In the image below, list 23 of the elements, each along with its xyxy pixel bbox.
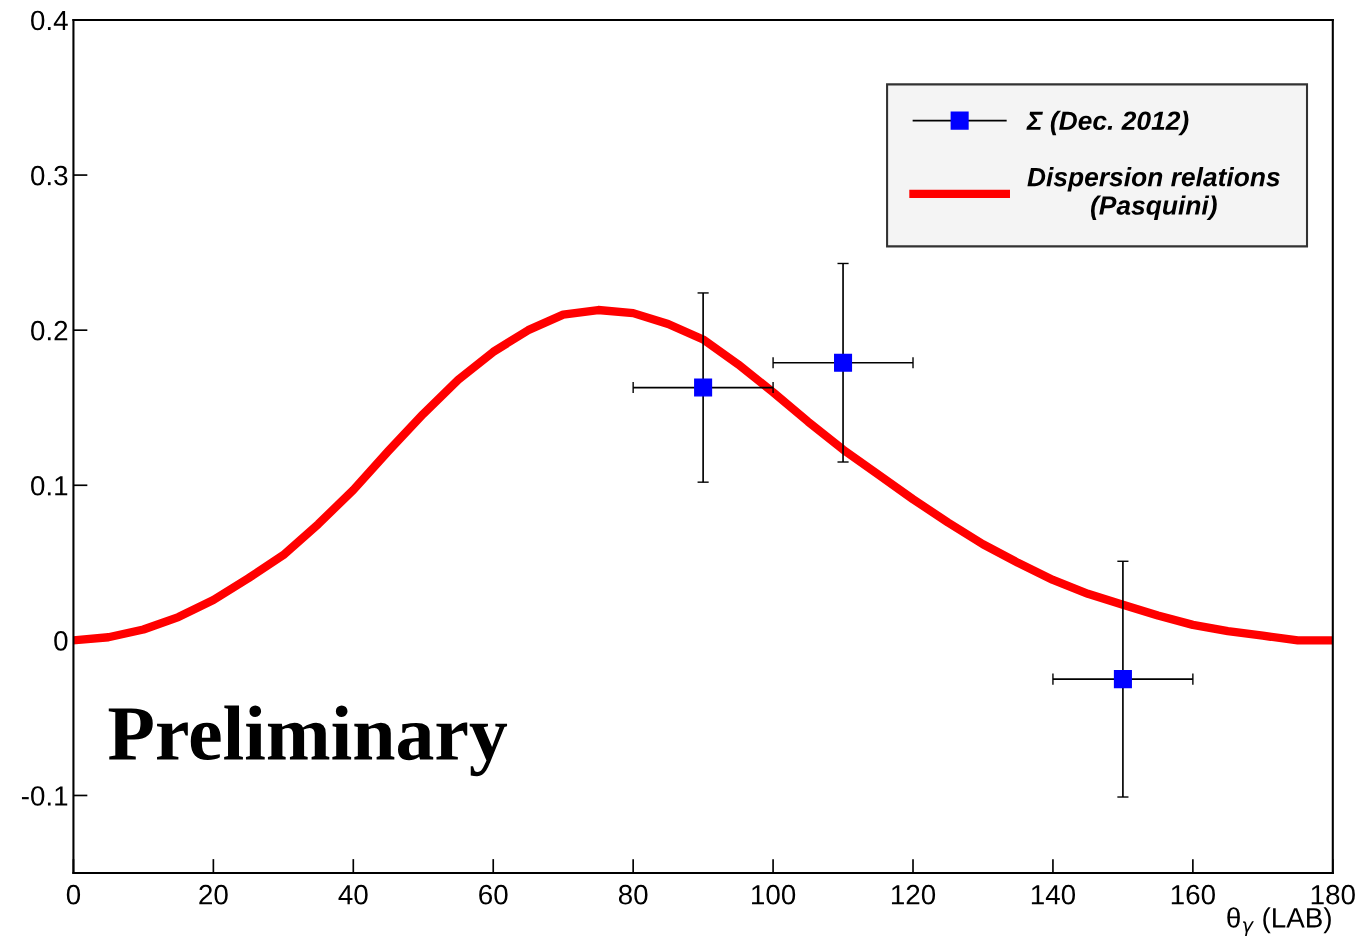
x-tick-label: 120 [891,884,936,905]
x-tick-label: 20 [199,884,228,905]
y-tick-label: 0.2 [31,320,68,341]
x-tick-label: 140 [1031,884,1076,905]
point [834,353,853,372]
y-tick-label: 0.1 [31,475,68,496]
x-tick-label: 40 [338,884,368,905]
legend-label: Σ (Dec. 2012) [1026,110,1189,136]
y-tick-label: 0.3 [31,165,68,186]
x-tick-label: 80 [618,884,648,905]
x-tick-label: 180 [1311,884,1355,905]
legend-label: Dispersion relations (Pasquini) [1027,167,1280,221]
x-tick-label: 60 [479,884,508,905]
x-tick-label: 100 [752,884,796,905]
y-tick-label: 0 [54,631,68,651]
x-tick-label: 0 [66,884,81,905]
point [1113,670,1132,689]
y-tick-label: 0.4 [31,10,68,31]
y-tick-label: -0.1 [21,786,68,806]
x-axis-title: θ$_{γ}$ (LAB) [1227,907,1331,936]
annotation: Preliminary [108,705,508,777]
point [694,378,713,397]
x-tick-label: 160 [1171,884,1215,905]
